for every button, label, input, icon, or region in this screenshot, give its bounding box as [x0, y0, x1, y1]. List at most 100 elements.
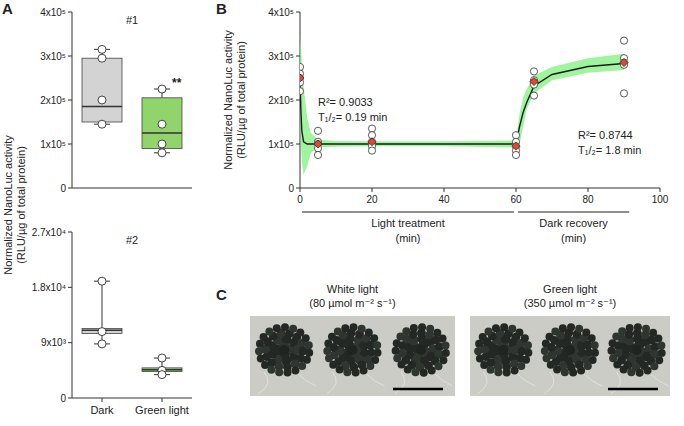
axis-title: Normalized NanoLuc activity [2, 135, 14, 275]
point [300, 88, 304, 95]
seedling [336, 366, 344, 374]
mean-marker [314, 140, 322, 148]
mean-marker [620, 59, 628, 67]
point [158, 120, 166, 128]
seedling [632, 345, 642, 355]
seedling [609, 339, 617, 347]
y-tick [68, 100, 72, 101]
seedling [426, 325, 434, 333]
point [620, 37, 627, 44]
tick-label: 4x10⁵ [40, 7, 66, 18]
photo-panel: CWhite light(80 µmol m⁻² s⁻¹)Green light… [216, 283, 670, 396]
tick-label: 2x10⁵ [268, 95, 294, 106]
x-tick [516, 188, 517, 192]
point [530, 68, 537, 75]
seedling [644, 367, 652, 375]
seedling [323, 347, 331, 355]
period-unit: (min) [561, 232, 586, 244]
tick-label: 1x10⁵ [40, 139, 66, 150]
period-label: Dark recovery [539, 217, 608, 229]
seedling [334, 327, 342, 335]
axis-title: (RLU/µg of total protein) [15, 146, 27, 264]
seedling [657, 341, 665, 349]
seedling [541, 347, 549, 355]
point [512, 151, 519, 158]
root [544, 372, 602, 394]
y-tick [68, 144, 72, 145]
tick-label: 2.7x10⁴ [32, 227, 66, 238]
axis-title: (RLU/µg of total protein) [235, 41, 247, 159]
seedling [350, 323, 358, 331]
seedling [393, 339, 401, 347]
seedling [591, 341, 599, 349]
seedling [343, 368, 351, 376]
tick-label: 2x10⁵ [40, 95, 66, 106]
root [327, 372, 385, 394]
mean-marker [368, 138, 376, 146]
point [98, 277, 106, 285]
x-tick [102, 398, 103, 402]
x-axis [72, 188, 192, 189]
seedling [302, 334, 310, 342]
seedling [636, 369, 644, 377]
x-axis [300, 188, 660, 189]
x-tick [372, 188, 373, 192]
seedling [257, 354, 265, 362]
seedling [498, 345, 508, 355]
point [300, 63, 304, 70]
seedling [435, 362, 443, 370]
period-unit: (min) [395, 232, 420, 244]
seedling [569, 369, 577, 377]
seedling [289, 325, 297, 333]
photo-subtitle: (350 µmol m⁻² s⁻¹) [524, 297, 617, 309]
seedling [360, 366, 368, 374]
seedling [273, 324, 281, 332]
x-tick [660, 188, 661, 192]
root [611, 372, 669, 394]
fit-line [300, 63, 624, 144]
fit-label: T₁/₂= 0.19 min [318, 111, 387, 123]
tick-label: 4x10⁵ [268, 7, 294, 18]
seedling [275, 368, 283, 376]
seedling [256, 340, 264, 348]
y-tick [68, 12, 72, 13]
fit-label: R²= 0.9033 [318, 96, 373, 108]
seedling [418, 323, 426, 331]
y-tick [68, 398, 72, 399]
marks [82, 45, 182, 156]
seedling [370, 334, 378, 342]
seedling [634, 323, 642, 331]
seedling [411, 368, 419, 376]
photo-title: White light [327, 283, 378, 295]
seedling [283, 369, 291, 377]
seedling [324, 339, 332, 347]
tick-label: 9x10³ [41, 337, 67, 348]
seedling [565, 345, 575, 355]
seedling [485, 328, 493, 336]
seedling [442, 341, 450, 349]
seedling [281, 323, 289, 331]
seedling [567, 323, 575, 331]
y-tick [68, 287, 72, 288]
seedling [428, 367, 436, 375]
seedling [620, 365, 628, 373]
photo-title: Green light [543, 283, 597, 295]
confidence-band [300, 36, 624, 175]
mean-marker [300, 74, 304, 82]
x-axis [72, 398, 192, 399]
seedling [410, 324, 418, 332]
point [98, 328, 106, 336]
seedling [654, 334, 662, 342]
point [314, 151, 321, 158]
seedling [584, 362, 592, 370]
point [530, 92, 537, 99]
seedling [575, 325, 583, 333]
tick-label: 0 [297, 194, 303, 205]
seedling [500, 323, 508, 331]
seedling [650, 362, 658, 370]
seedling [348, 345, 358, 355]
seedling [542, 339, 550, 347]
point [98, 340, 106, 348]
seedling [416, 345, 426, 355]
seedling [279, 345, 289, 355]
